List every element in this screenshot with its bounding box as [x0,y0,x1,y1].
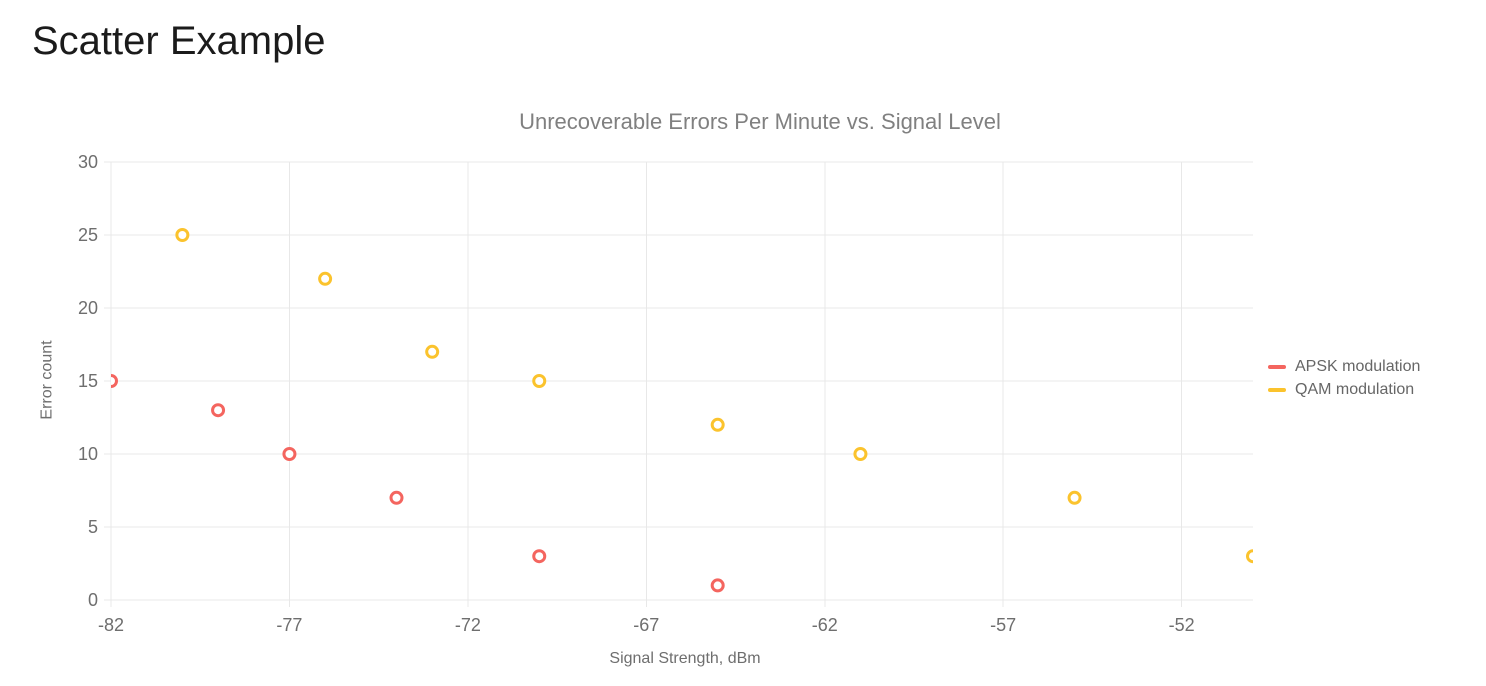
x-tick-label: -57 [990,615,1016,635]
scatter-point-qam-modulation [710,417,725,432]
scatter-point-qam-modulation [853,447,868,461]
page-title: Scatter Example [32,19,326,63]
scatter-point-apsk-modulation [710,578,725,593]
y-axis-title: Error count [39,340,56,420]
scatter-point-apsk-modulation [111,374,118,388]
y-tick-label: 30 [78,152,98,172]
y-tick-label: 15 [78,371,98,391]
tick-labels: -82 -77 -72 -67 -62 -57 -52 0 5 10 15 20 25 30 [78,152,1195,635]
scatter-point-qam-modulation [175,228,190,242]
legend-swatch-icon [1268,364,1286,369]
scatter-point-apsk-modulation [532,549,547,564]
chart-title: Unrecoverable Errors Per Minute vs. Sign… [519,109,1001,134]
scatter-point-qam-modulation [425,344,440,359]
y-tick-label: 20 [78,298,98,318]
y-tick-label: 0 [88,590,98,610]
x-axis-title: Signal Strength, dBm [609,650,760,667]
legend-label: APSK modulation [1295,357,1421,375]
scatter-point-apsk-modulation [211,403,226,418]
x-tick-label: -62 [812,615,838,635]
legend-item-apsk-modulation[interactable]: APSK modulation [1268,355,1420,378]
x-tick-label: -72 [455,615,481,635]
scatter-point-qam-modulation [532,374,547,388]
y-tick-label: 5 [88,517,98,537]
x-tick-label: -77 [276,615,302,635]
legend-swatch-icon [1268,387,1286,392]
scatter-point-qam-modulation [1246,549,1253,564]
x-tick-label: -67 [633,615,659,635]
scatter-point-qam-modulation [318,271,333,286]
legend-label: QAM modulation [1295,380,1415,398]
scatter-point-qam-modulation [1067,490,1082,505]
y-tick-label: 10 [78,444,98,464]
data-points [111,228,1253,593]
x-tick-label: -82 [98,615,124,635]
y-tick-label: 25 [78,225,98,245]
grid [104,161,1253,607]
scatter-point-apsk-modulation [282,447,297,461]
x-tick-label: -52 [1169,615,1195,635]
scatter-point-apsk-modulation [389,490,404,505]
legend: APSK modulation QAM modulation [1268,355,1420,401]
legend-item-qam-modulation[interactable]: QAM modulation [1268,378,1420,401]
